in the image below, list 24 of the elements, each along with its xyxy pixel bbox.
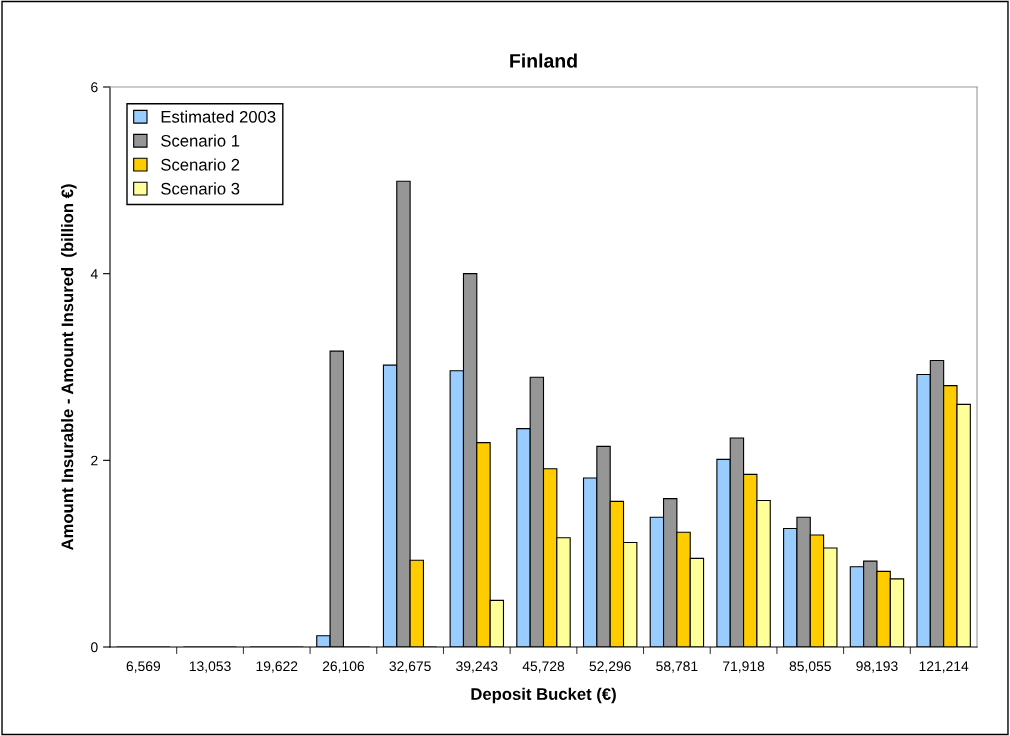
legend-label: Scenario 2 — [161, 158, 240, 171]
chart-title: Finland — [510, 53, 577, 68]
x-tick-label: 58,781 — [656, 661, 698, 673]
x-tick-label: 121,214 — [919, 661, 969, 673]
y-tick-label: 6 — [91, 82, 98, 93]
x-tick-label: 26,106 — [322, 661, 365, 673]
x-tick-label: 19,622 — [256, 661, 298, 673]
legend-label: Scenario 3 — [161, 182, 240, 195]
x-axis-title: Deposit Bucket (€) — [471, 687, 616, 704]
x-tick-label: 71,918 — [723, 661, 765, 673]
legend-label: Scenario 1 — [161, 134, 240, 147]
y-tick-label: 0 — [91, 642, 98, 653]
x-tick-label: 85,055 — [789, 661, 831, 673]
x-tick-label: 52,296 — [589, 661, 631, 673]
x-tick-label: 13,053 — [189, 661, 231, 673]
y-tick-label: 2 — [91, 455, 98, 466]
legend-label: Estimated 2003 — [161, 110, 276, 123]
x-tick-label: 32,675 — [389, 661, 431, 673]
y-tick-label: 4 — [90, 269, 98, 279]
x-tick-label: 6,569 — [126, 661, 161, 673]
x-tick-label: 45,728 — [522, 661, 565, 673]
y-axis-title: Amount Insurable - Amount Insured (billion €) — [61, 184, 77, 551]
x-tick-label: 98,193 — [856, 661, 898, 673]
x-tick-label: 39,243 — [456, 661, 498, 673]
